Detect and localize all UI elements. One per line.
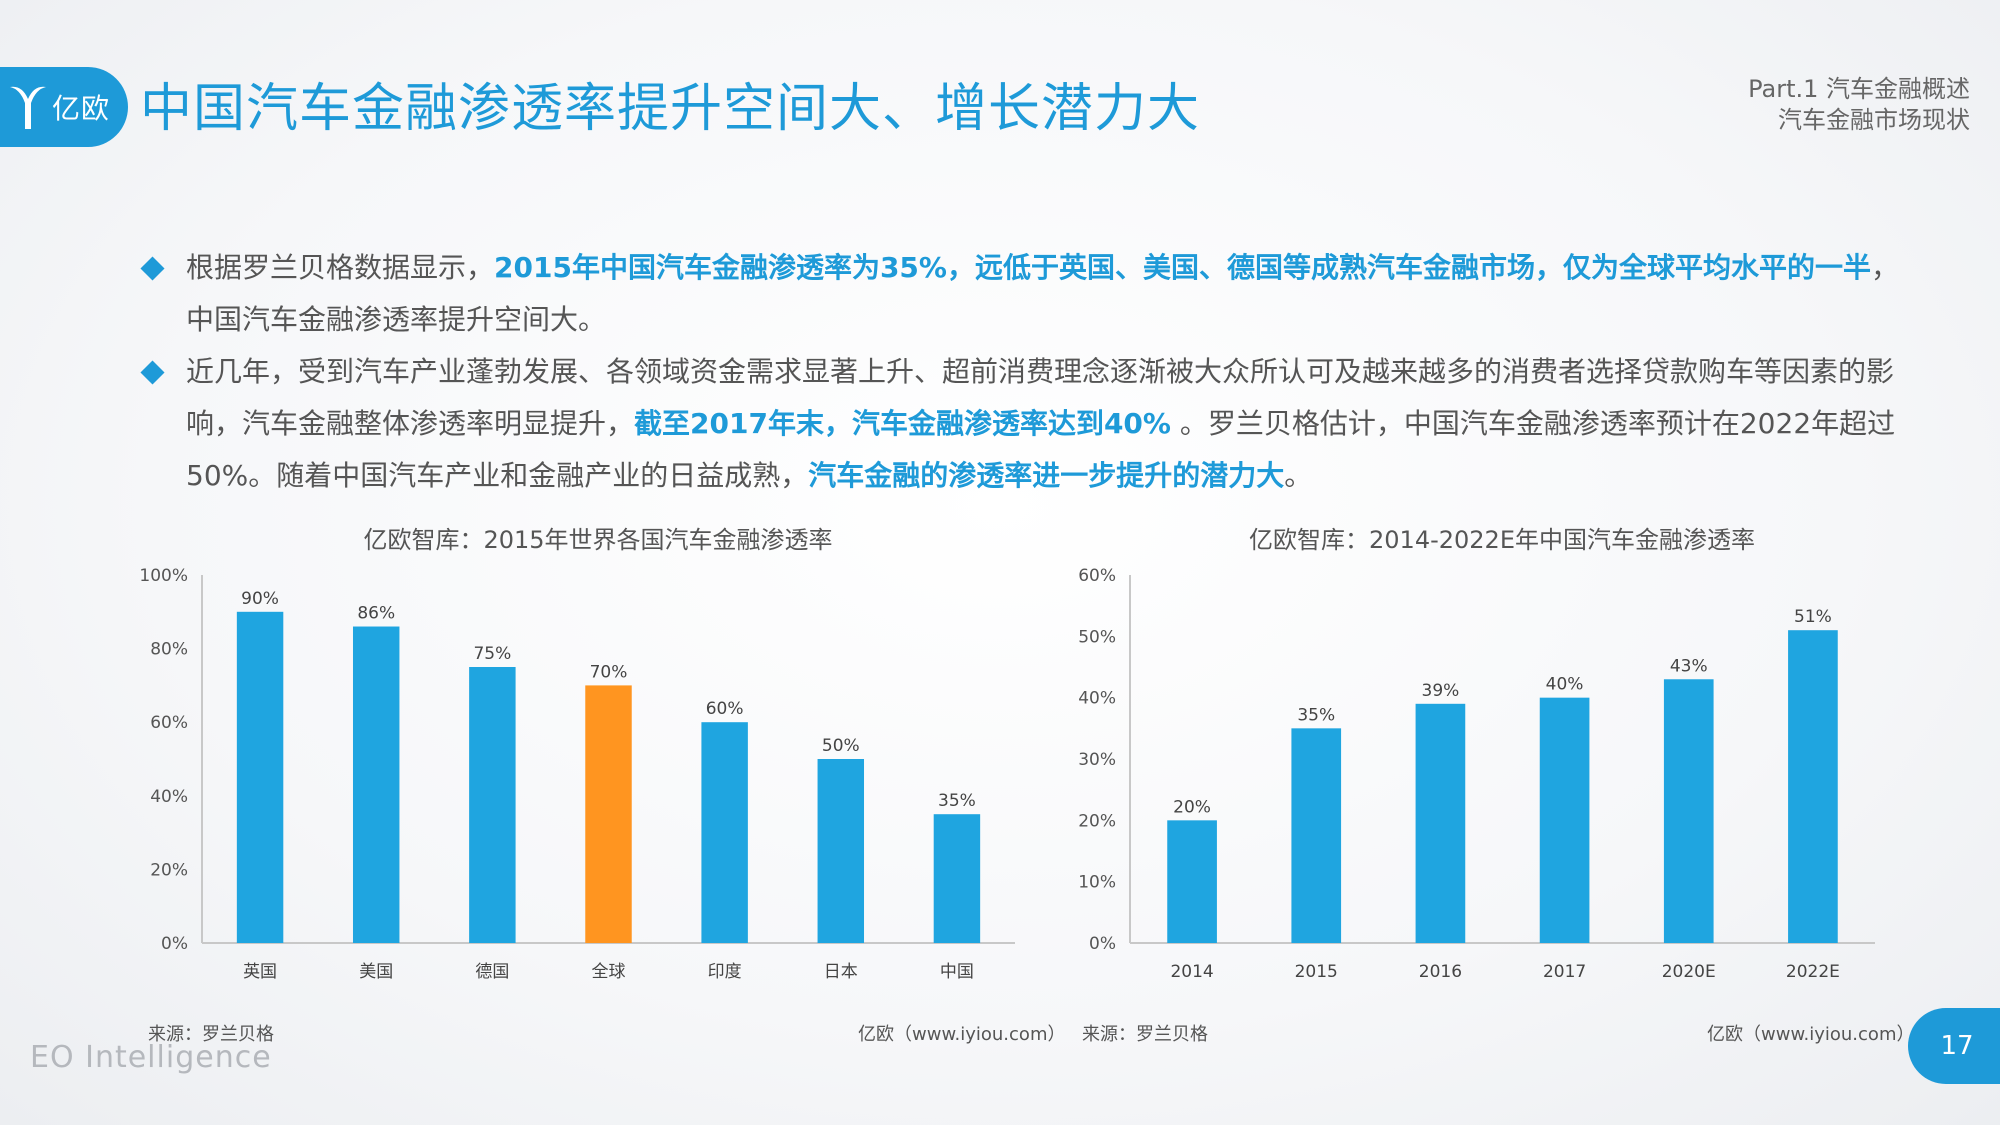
chart-credit-china-trend: 亿欧（www.iyiou.com） <box>1707 1024 1915 1045</box>
countries-x-tick-label: 日本 <box>824 962 858 982</box>
countries-bar <box>933 814 981 943</box>
bullet-highlight: 截至2017年末，汽车金融渗透率达到40% <box>634 407 1171 440</box>
bullet-item: 根据罗兰贝格数据显示，2015年中国汽车金融渗透率为35%，远低于英国、美国、德… <box>140 242 1910 346</box>
logo-text: 亿欧 <box>52 92 111 125</box>
china-trend-bar <box>1788 630 1838 943</box>
logo-badge: 亿欧 <box>0 67 128 147</box>
china-trend-y-tick-label: 20% <box>1078 811 1116 831</box>
countries-y-tick-label: 80% <box>150 640 188 660</box>
countries-y-tick-label: 100% <box>139 566 188 586</box>
china-trend-y-tick-label: 10% <box>1078 873 1116 893</box>
countries-data-label: 90% <box>241 589 279 609</box>
countries-bar <box>817 759 865 943</box>
china-trend-y-tick-label: 0% <box>1089 934 1116 954</box>
bullet-text: 。罗兰贝格估计，中国汽车金融渗透率预计在2022年超过50%。随着中国汽车产业和… <box>186 407 1896 492</box>
countries-bar <box>469 667 516 943</box>
china-trend-x-tick-label: 2017 <box>1543 962 1586 982</box>
countries-x-tick-label: 德国 <box>475 962 509 982</box>
countries-y-tick-label: 0% <box>161 934 188 954</box>
countries-y-tick-label: 40% <box>150 787 188 807</box>
china-trend-y-tick-label: 30% <box>1078 750 1116 770</box>
china-trend-y-tick-label: 60% <box>1078 566 1116 586</box>
china-trend-data-label: 39% <box>1422 681 1460 701</box>
china-trend-x-tick-label: 2015 <box>1295 962 1338 982</box>
china-trend-x-tick-label: 2022E <box>1786 962 1840 982</box>
china-trend-bar <box>1167 820 1217 943</box>
page-title: 中国汽车金融渗透率提升空间大、增长潜力大 <box>140 79 1201 139</box>
bullet-list: 根据罗兰贝格数据显示，2015年中国汽车金融渗透率为35%，远低于英国、美国、德… <box>140 242 1910 502</box>
chart-title-china-trend: 亿欧智库：2014-2022E年中国汽车金融渗透率 <box>1249 526 1755 554</box>
section-label-part: Part.1 汽车金融概述 <box>1748 75 1970 103</box>
page-number: 17 <box>1908 1008 2000 1084</box>
countries-bar <box>236 611 284 943</box>
china-trend-x-tick-label: 2014 <box>1170 962 1213 982</box>
china-trend-bar <box>1415 703 1466 943</box>
countries-bar-highlight <box>585 685 632 943</box>
china-trend-bar <box>1291 728 1342 943</box>
countries-x-tick-label: 全球 <box>592 962 626 982</box>
china-trend-data-label: 20% <box>1173 797 1211 817</box>
chart-credit-countries: 亿欧（www.iyiou.com） <box>858 1024 1066 1045</box>
bullet-text: 根据罗兰贝格数据显示， <box>186 251 495 284</box>
bullet-text: 近几年，受到汽车产业蓬勃发展、各领域资金需求显著上升、超前消费理念逐渐被大众所认… <box>186 355 1895 440</box>
yiou-logo-icon <box>10 86 46 129</box>
section-label-topic: 汽车金融市场现状 <box>1778 106 1970 134</box>
chart-title-countries: 亿欧智库：2015年世界各国汽车金融渗透率 <box>363 526 833 554</box>
countries-bar <box>352 626 400 943</box>
countries-y-tick-label: 60% <box>150 713 188 733</box>
china-trend-data-label: 35% <box>1297 705 1335 725</box>
china-trend-data-label: 51% <box>1794 607 1832 627</box>
countries-x-tick-label: 印度 <box>708 962 742 982</box>
section-label: Part.1 汽车金融概述 汽车金融市场现状 <box>1748 74 1970 136</box>
countries-x-tick-label: 中国 <box>940 962 974 982</box>
china-trend-x-tick-label: 2016 <box>1419 962 1462 982</box>
countries-y-tick-label: 20% <box>150 860 188 880</box>
countries-data-label: 35% <box>938 791 976 811</box>
china-trend-data-label: 40% <box>1546 675 1584 695</box>
bullet-text: 。 <box>1284 459 1313 492</box>
china-trend-bar <box>1539 697 1590 943</box>
bullet-text: ，中国汽车金融渗透率提升空间大。 <box>186 251 1899 336</box>
countries-x-tick-label: 英国 <box>243 962 277 982</box>
china-trend-bar <box>1663 679 1714 943</box>
countries-x-tick-label: 美国 <box>359 962 393 982</box>
countries-data-label: 60% <box>706 699 744 719</box>
countries-data-label: 86% <box>357 604 395 624</box>
chart-source-countries: 来源：罗兰贝格 <box>148 1024 274 1045</box>
countries-data-label: 75% <box>473 644 511 664</box>
countries-bar <box>701 722 748 943</box>
bullet-highlight: 汽车金融的渗透率进一步提升的潜力大 <box>808 459 1285 492</box>
china-trend-data-label: 43% <box>1670 656 1708 676</box>
china-trend-y-tick-label: 40% <box>1078 689 1116 709</box>
china-trend-y-tick-label: 50% <box>1078 627 1116 647</box>
china-trend-x-tick-label: 2020E <box>1662 962 1716 982</box>
footer-brand: EO Intelligence <box>30 1040 272 1075</box>
bullet-item: 近几年，受到汽车产业蓬勃发展、各领域资金需求显著上升、超前消费理念逐渐被大众所认… <box>140 346 1910 502</box>
countries-data-label: 50% <box>822 736 860 756</box>
chart-source-china-trend: 来源：罗兰贝格 <box>1082 1024 1208 1045</box>
bullet-highlight: 2015年中国汽车金融渗透率为35%，远低于英国、美国、德国等成熟汽车金融市场，… <box>494 251 1871 284</box>
countries-data-label: 70% <box>590 662 628 682</box>
